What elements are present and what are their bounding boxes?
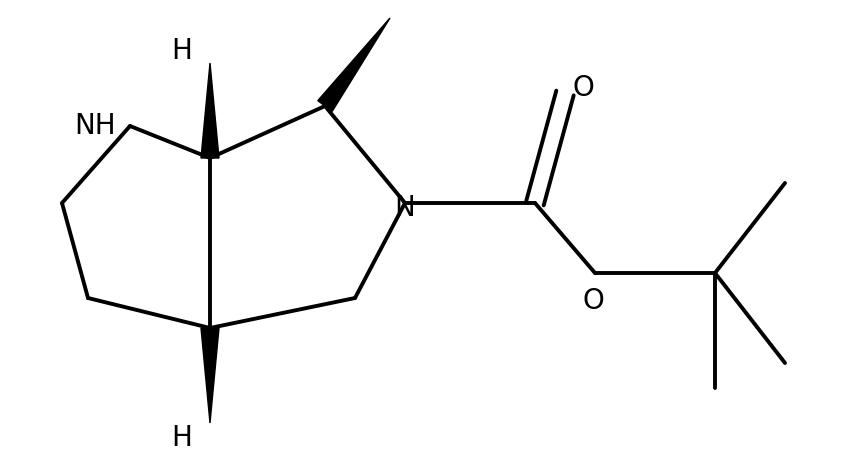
Text: NH: NH bbox=[74, 112, 116, 140]
Text: O: O bbox=[572, 74, 594, 102]
Text: H: H bbox=[172, 424, 193, 452]
Text: H: H bbox=[172, 37, 193, 65]
Polygon shape bbox=[317, 18, 390, 111]
Polygon shape bbox=[201, 63, 219, 158]
Text: O: O bbox=[582, 287, 604, 315]
Polygon shape bbox=[201, 328, 219, 423]
Text: N: N bbox=[395, 194, 415, 222]
